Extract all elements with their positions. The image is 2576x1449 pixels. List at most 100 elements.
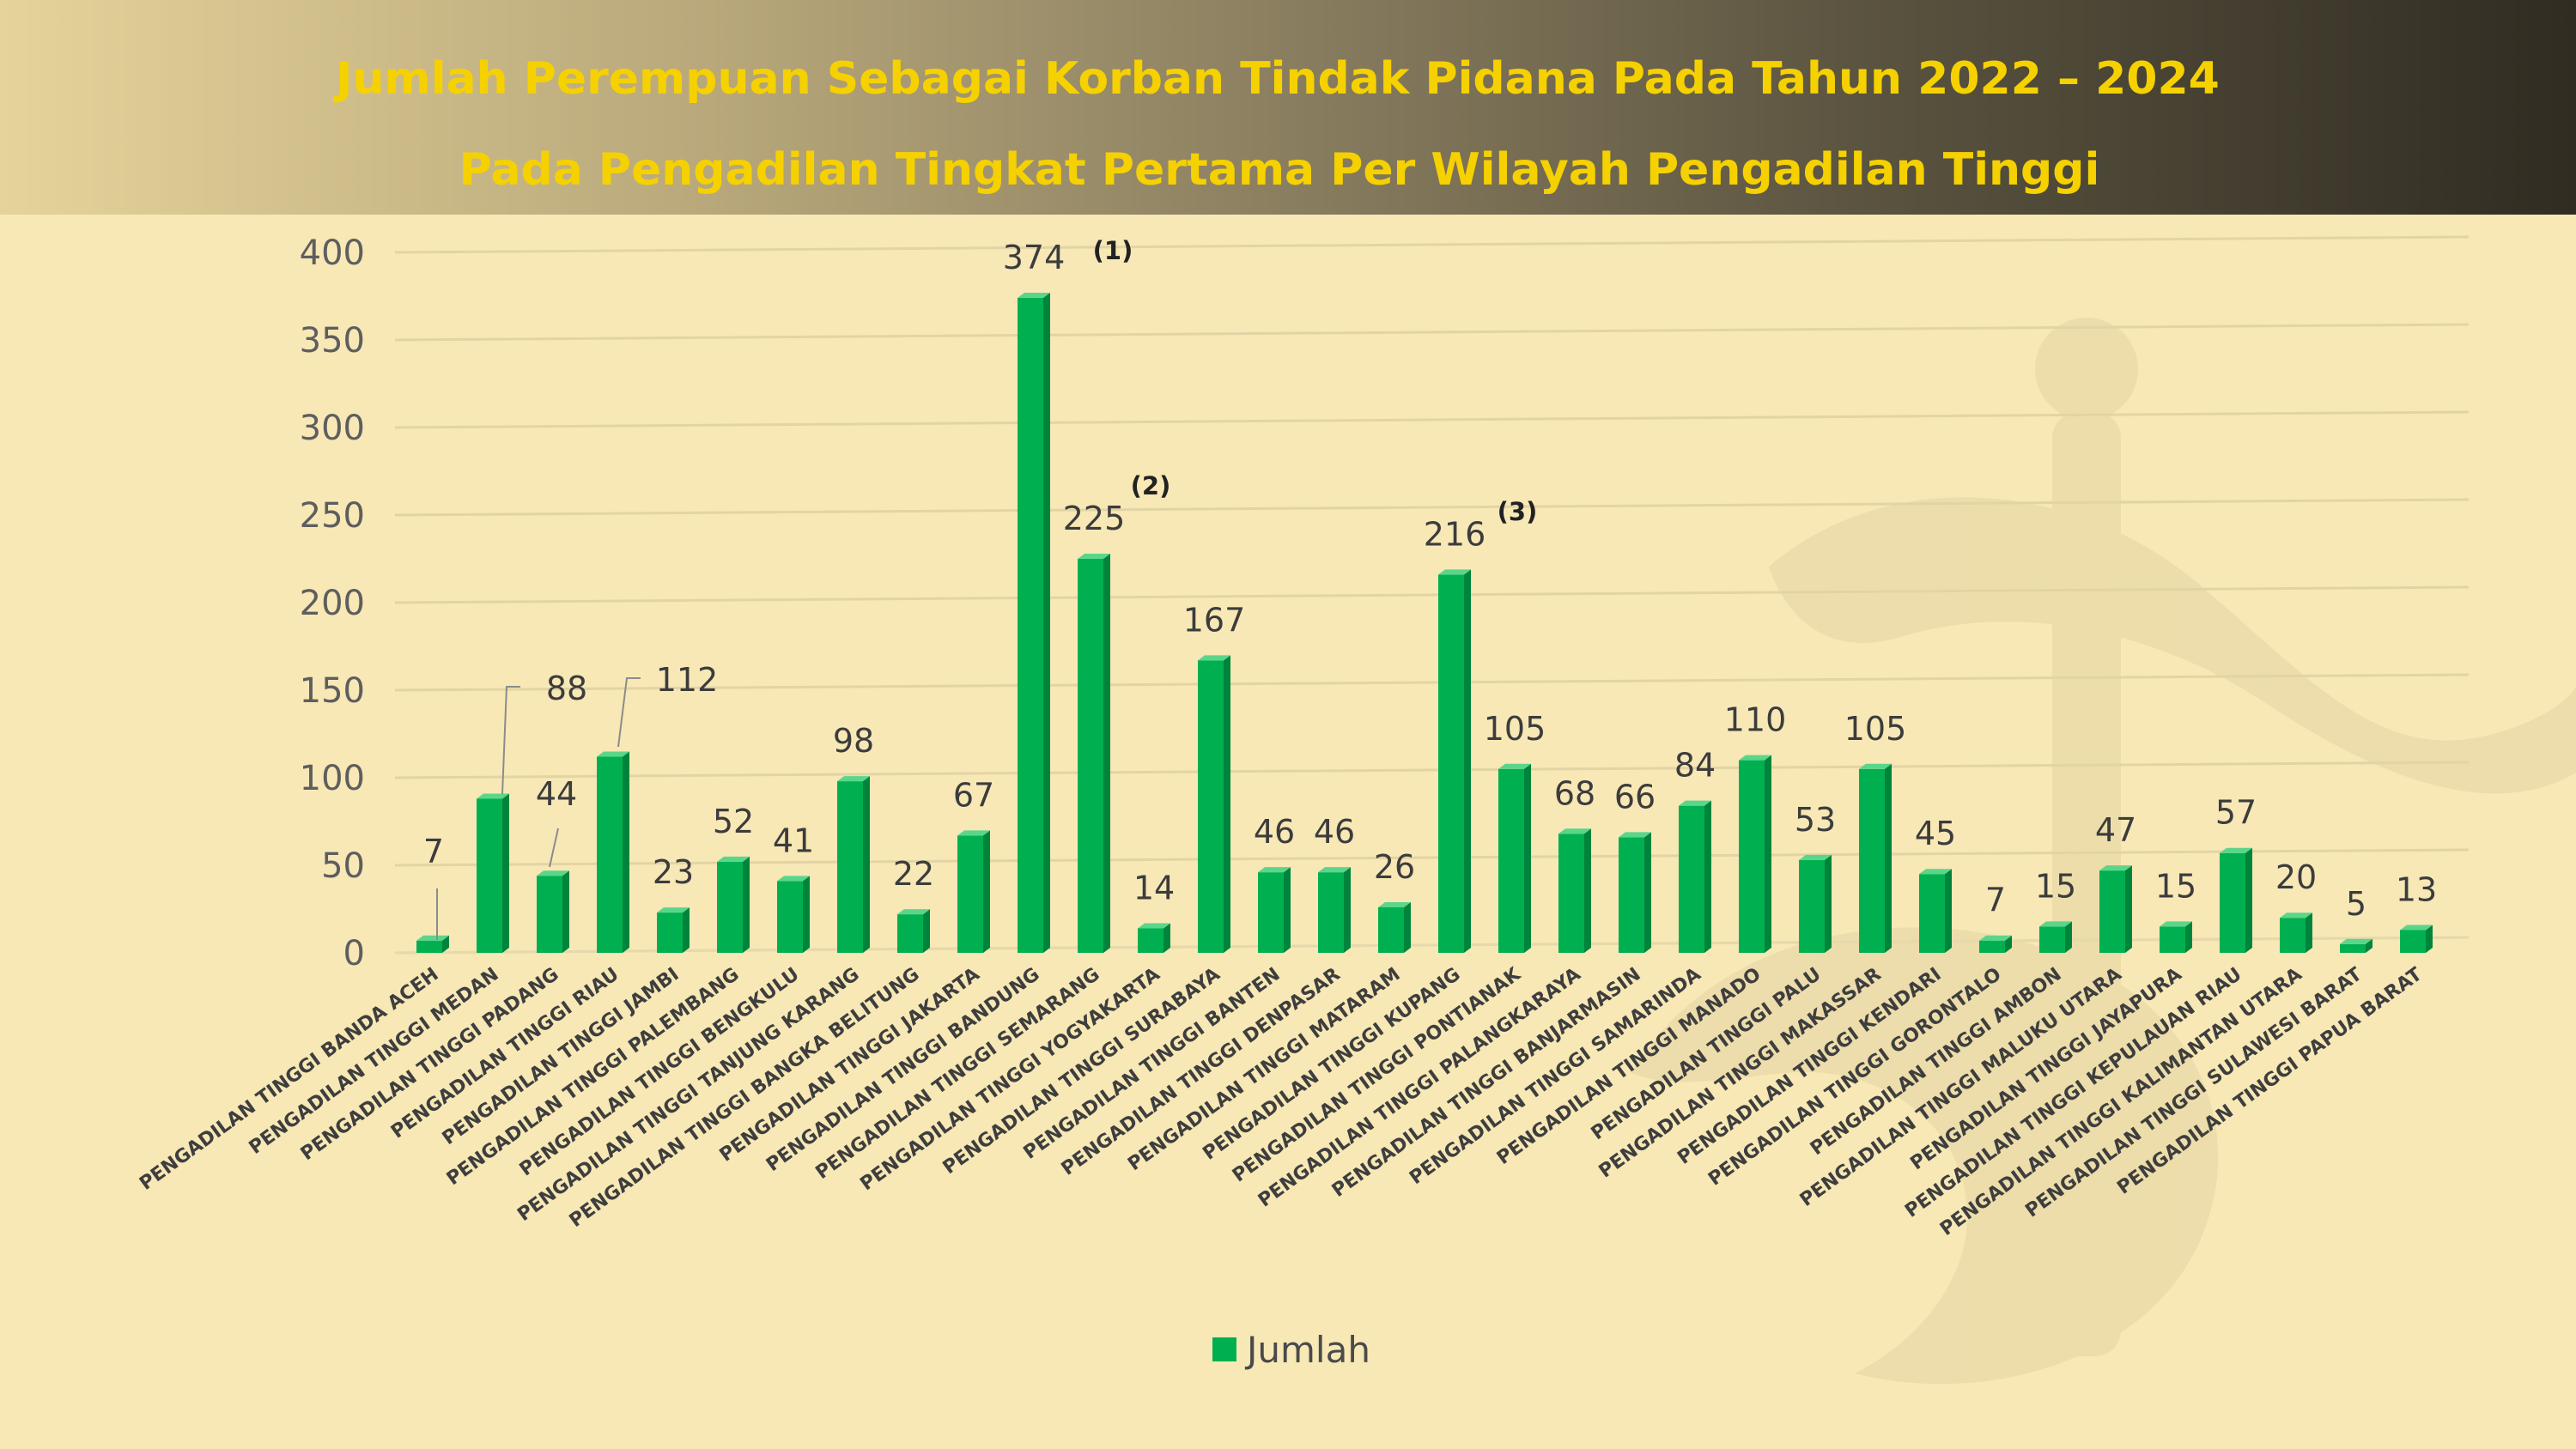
- bar: [416, 940, 442, 953]
- bar-side: [1404, 901, 1411, 953]
- bar-side: [1103, 554, 1110, 953]
- bar-side: [1344, 867, 1351, 953]
- rank-note: (3): [1498, 497, 1538, 526]
- chart-title-line1: Jumlah Perempuan Sebagai Korban Tindak P…: [336, 53, 2220, 105]
- bar-side: [803, 876, 810, 953]
- rank-note: (1): [1093, 236, 1133, 265]
- value-label: 7: [1985, 882, 2006, 919]
- bar: [2220, 852, 2245, 953]
- value-label: 13: [2396, 870, 2437, 908]
- bar-side: [1284, 867, 1291, 953]
- leader-line: [501, 686, 520, 795]
- bar-top: [2039, 921, 2072, 927]
- gridline: [394, 410, 2470, 429]
- bar-side: [2125, 865, 2132, 953]
- bar-side: [1224, 655, 1230, 953]
- bar-side: [1644, 832, 1651, 953]
- bar-side: [1704, 800, 1711, 953]
- bar: [1919, 874, 1945, 953]
- gridline: [394, 761, 2470, 779]
- gridline: [394, 498, 2470, 517]
- bar-side: [2245, 847, 2252, 953]
- value-label: 23: [653, 853, 694, 891]
- bar-top: [1378, 901, 1411, 907]
- value-label: 14: [1133, 869, 1175, 906]
- y-tick-label: 300: [300, 409, 365, 448]
- bar-side: [1584, 828, 1591, 953]
- gridline: [394, 848, 2470, 867]
- y-tick-label: 250: [300, 496, 365, 536]
- bar: [897, 914, 923, 953]
- bar-side: [1945, 869, 1952, 953]
- bar-side: [502, 793, 509, 953]
- value-label: 98: [833, 722, 874, 760]
- bar: [1679, 805, 1704, 953]
- value-label: 15: [2155, 867, 2196, 905]
- value-label: 22: [893, 855, 934, 893]
- value-label: 110: [1724, 701, 1787, 739]
- bar: [657, 912, 683, 953]
- y-tick-label: 200: [300, 584, 365, 623]
- bar: [1979, 940, 2005, 953]
- value-label: 112: [656, 661, 719, 699]
- value-label: 46: [1254, 813, 1295, 851]
- bar-side: [2185, 921, 2192, 953]
- bar-top: [957, 830, 990, 836]
- bar-top: [837, 776, 870, 782]
- bar: [2340, 943, 2366, 953]
- bar: [837, 781, 863, 953]
- value-label: 84: [1674, 747, 1716, 785]
- bar-top: [1739, 755, 1771, 761]
- bar-side: [623, 751, 629, 953]
- value-label: 225: [1063, 500, 1126, 537]
- bar-top: [2280, 912, 2312, 919]
- gridline: [394, 585, 2470, 604]
- value-label: 5: [2346, 885, 2366, 923]
- bar-top: [2099, 865, 2132, 871]
- bar: [1318, 872, 1344, 953]
- bar: [2400, 930, 2426, 953]
- bar-top: [2340, 938, 2372, 944]
- value-label: 26: [1374, 848, 1415, 886]
- bar-top: [1979, 935, 2012, 941]
- value-label: 46: [1314, 813, 1355, 851]
- bar: [777, 881, 803, 953]
- chart-title-line2: Pada Pengadilan Tingkat Pertama Per Wila…: [459, 144, 2100, 196]
- rank-notes: (1) (2) (3): [1093, 236, 1538, 526]
- bar-top: [1018, 293, 1050, 299]
- value-label: 15: [2035, 867, 2076, 905]
- bar-top: [537, 870, 569, 876]
- bar-side: [683, 907, 690, 953]
- bar: [2039, 926, 2065, 953]
- bar-top: [2160, 921, 2192, 927]
- bar-top: [1498, 763, 1531, 769]
- value-label: 67: [953, 776, 994, 814]
- bar-top: [1138, 923, 1170, 929]
- bar-side: [743, 856, 750, 953]
- y-tick-label: 50: [321, 846, 365, 886]
- bar-side: [1043, 293, 1050, 953]
- bar: [537, 876, 562, 953]
- leader-line: [617, 677, 641, 748]
- gridline: [394, 323, 2470, 342]
- bar: [1859, 768, 1885, 953]
- legend-label: Jumlah: [1244, 1329, 1370, 1371]
- legend: Jumlah: [1212, 1329, 1370, 1371]
- bar: [2099, 870, 2125, 953]
- bar-top: [1438, 569, 1471, 575]
- bar-top: [1859, 763, 1892, 769]
- bar-side: [2366, 938, 2372, 953]
- bar-top: [1198, 655, 1230, 661]
- bar-top: [2220, 847, 2252, 853]
- bar-top: [897, 909, 930, 915]
- y-tick-label: 350: [300, 321, 365, 361]
- value-label: 52: [713, 803, 754, 840]
- value-label: 88: [546, 670, 587, 707]
- bar-top: [1558, 828, 1591, 834]
- bar: [2160, 926, 2185, 953]
- bar-top: [1619, 832, 1651, 838]
- bar-side: [442, 935, 449, 953]
- bar: [1078, 559, 1103, 953]
- bars: [416, 293, 2433, 953]
